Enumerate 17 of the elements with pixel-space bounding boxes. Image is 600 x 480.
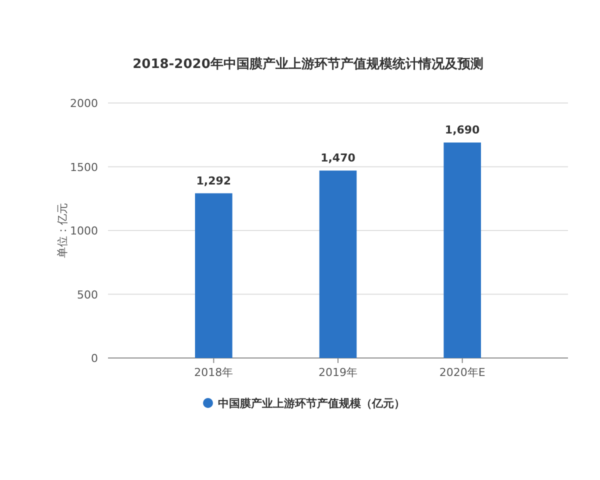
bar [444,142,481,358]
y-axis-title: 单位：亿元 [56,203,69,258]
legend-label: 中国膜产业上游环节产值规模（亿元） [218,397,405,410]
bar [195,193,232,358]
bar [319,170,357,358]
y-tick-label: 0 [91,352,98,365]
y-tick-label: 500 [77,288,98,302]
text: 1,690 [444,124,480,137]
chart-title: 2018-2020年中国膜产业上游环节产值规模统计情况及预测 [132,56,484,72]
text: 1,292 [196,174,232,188]
text: 1,470 [320,152,356,165]
y-tick-label: 1500 [70,160,98,174]
y-tick-label: 1000 [70,224,98,238]
x-tick-label: 2019年 [318,366,358,379]
x-tick-label: 2020年E [439,366,486,379]
y-tick-label: 2000 [70,97,98,110]
x-tick-label: 2018年 [194,366,234,379]
